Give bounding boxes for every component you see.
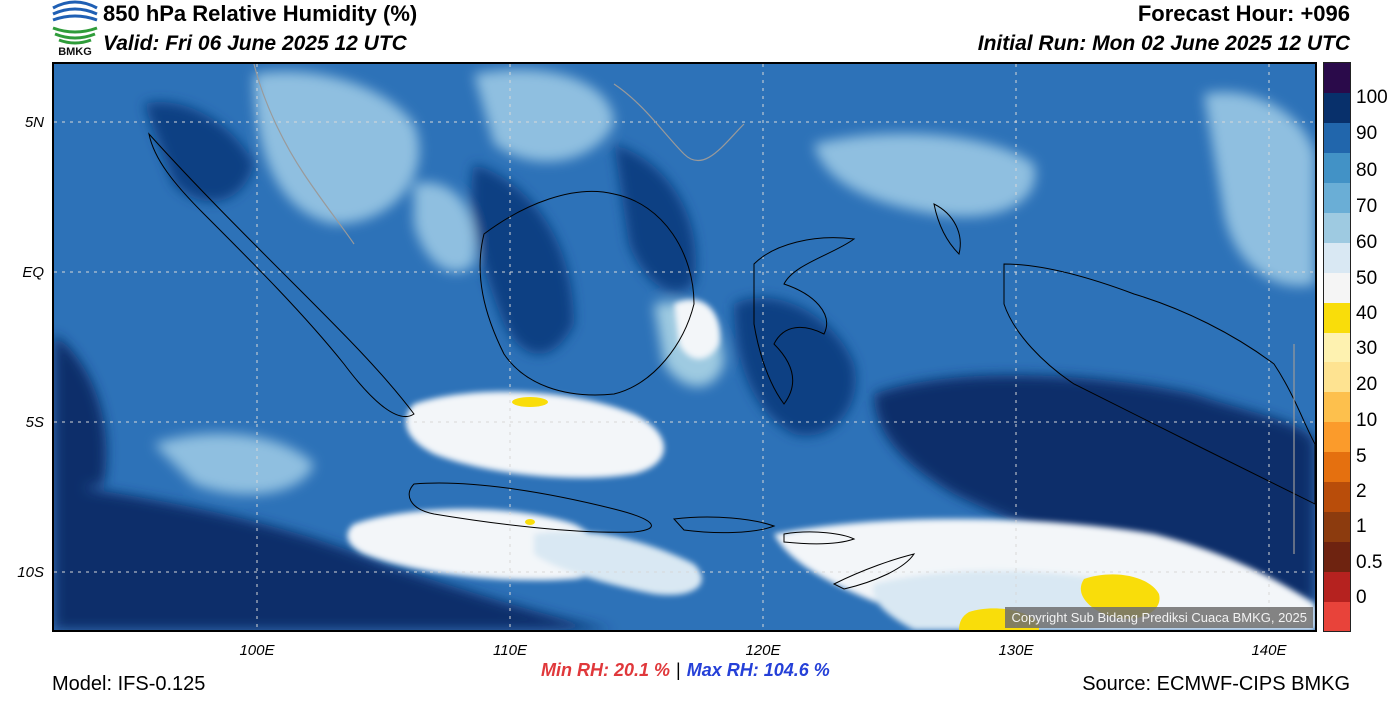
bmkg-logo: BMKG — [50, 0, 100, 60]
copyright-notice: Copyright Sub Bidang Prediksi Cuaca BMKG… — [1005, 607, 1313, 628]
lat-label-10s: 10S — [17, 564, 44, 581]
colorbar-segment — [1324, 212, 1350, 243]
colorbar-label-80: 80 — [1356, 160, 1378, 181]
colorbar-segment — [1324, 361, 1350, 393]
colorbar-label-70: 70 — [1356, 196, 1378, 217]
colorbar-label-0: 0 — [1356, 587, 1367, 608]
humidity-map: Copyright Sub Bidang Prediksi Cuaca BMKG… — [52, 62, 1317, 632]
colorbar-label-50: 50 — [1356, 268, 1378, 289]
min-rh: Min RH: 20.1 % — [541, 660, 671, 680]
colorbar-segment — [1324, 242, 1350, 273]
chart-title: 850 hPa Relative Humidity (%) — [103, 1, 418, 26]
colorbar-segment — [1324, 541, 1350, 572]
colorbar-label-90: 90 — [1356, 123, 1378, 144]
lon-label-120e: 120E — [745, 642, 781, 659]
rh-min-max: Min RH: 20.1 % | Max RH: 104.6 % — [541, 660, 830, 681]
colorbar-segment — [1324, 481, 1350, 512]
colorbar-segment — [1324, 332, 1350, 363]
colorbar-label-2: 2 — [1356, 481, 1367, 502]
model-label: Model: IFS-0.125 — [52, 673, 206, 695]
colorbar-label-1: 1 — [1356, 516, 1367, 537]
lat-label-5n: 5N — [24, 114, 44, 131]
valid-time: Valid: Fri 06 June 2025 12 UTC — [103, 32, 407, 55]
colorbar-label-100: 100 — [1356, 87, 1388, 108]
colorbar-segment — [1324, 152, 1350, 184]
colorbar-segment — [1324, 182, 1350, 213]
colorbar-label-30: 30 — [1356, 338, 1378, 359]
colorbar-label-60: 60 — [1356, 232, 1378, 253]
max-rh: Max RH: 104.6 % — [686, 660, 830, 680]
logo-text: BMKG — [58, 46, 92, 58]
colorbar-segment — [1324, 391, 1350, 423]
bmkg-logo-icon — [52, 0, 98, 45]
colorbar — [1323, 62, 1351, 632]
colorbar-segment — [1324, 92, 1350, 124]
source-label: Source: ECMWF-CIPS BMKG — [1082, 673, 1350, 695]
lon-label-130e: 130E — [998, 642, 1034, 659]
colorbar-segment — [1324, 511, 1350, 542]
lon-label-110e: 110E — [493, 642, 527, 659]
lat-label-eq: EQ — [22, 264, 44, 281]
colorbar-segment — [1324, 571, 1350, 602]
colorbar-segment — [1324, 421, 1350, 453]
colorbar-label-40: 40 — [1356, 303, 1378, 324]
colorbar-label-10: 10 — [1356, 410, 1378, 431]
colorbar-label-20: 20 — [1356, 374, 1378, 395]
colorbar-segment — [1324, 122, 1350, 154]
colorbar-segment — [1324, 601, 1350, 632]
colorbar-segment — [1324, 63, 1350, 94]
colorbar-label-5: 5 — [1356, 446, 1367, 467]
forecast-hour: Forecast Hour: +096 — [1137, 1, 1350, 26]
colorbar-segment — [1324, 272, 1350, 303]
colorbar-segment — [1324, 451, 1350, 483]
lon-label-100e: 100E — [239, 642, 275, 659]
colorbar-segment — [1324, 302, 1350, 333]
colorbar-label-0-5: 0.5 — [1356, 552, 1383, 573]
humidity-field — [54, 64, 1315, 630]
lat-label-5s: 5S — [25, 414, 44, 431]
initial-run: Initial Run: Mon 02 June 2025 12 UTC — [977, 32, 1350, 55]
lon-label-140e: 140E — [1251, 642, 1287, 659]
rh-separator: | — [676, 660, 681, 680]
